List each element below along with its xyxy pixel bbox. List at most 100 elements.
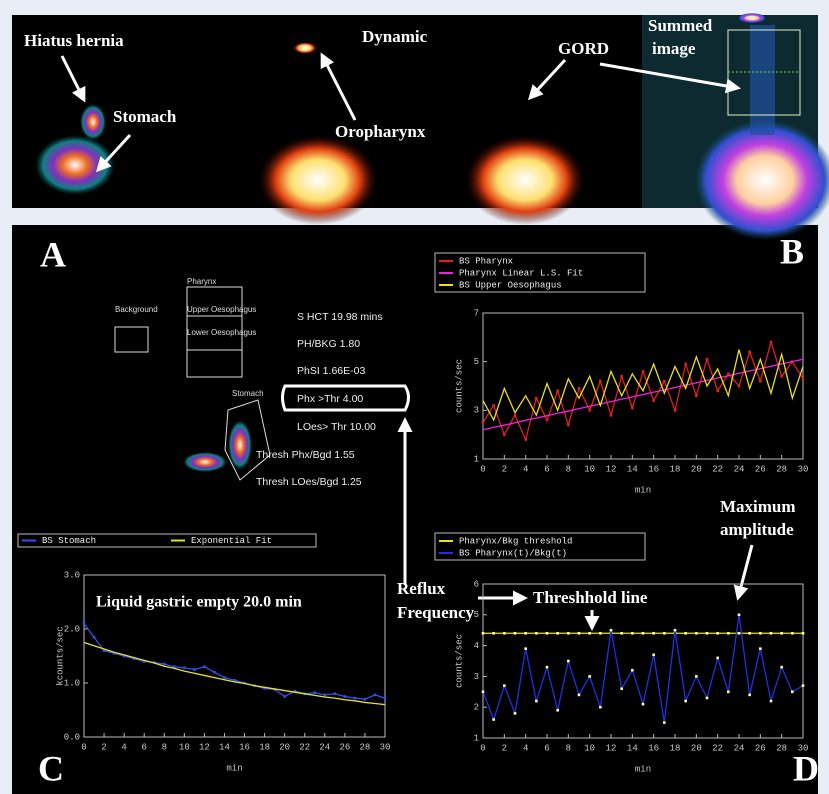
annotation: Frequency bbox=[397, 603, 475, 622]
data-point bbox=[481, 690, 485, 694]
roi-label: Stomach bbox=[232, 389, 264, 398]
y-tick-label: 7 bbox=[474, 308, 479, 318]
x-tick-label: 28 bbox=[776, 743, 787, 753]
x-tick-label: 22 bbox=[299, 742, 310, 752]
plot-frame bbox=[482, 583, 804, 739]
data-point bbox=[769, 340, 773, 344]
data-point bbox=[663, 721, 666, 724]
data-point bbox=[716, 631, 719, 635]
data-point bbox=[748, 693, 751, 697]
data-point bbox=[577, 693, 581, 697]
panel-letter: D bbox=[793, 748, 819, 788]
series-line bbox=[83, 641, 386, 706]
x-tick-label: 6 bbox=[141, 742, 146, 752]
data-point bbox=[705, 631, 709, 635]
data-point bbox=[503, 631, 506, 635]
data-point bbox=[333, 692, 337, 696]
data-point bbox=[535, 631, 538, 635]
annotation: amplitude bbox=[720, 520, 794, 539]
data-point bbox=[142, 660, 146, 663]
roi-label: Upper Oesophagus bbox=[187, 305, 256, 314]
x-tick-label: 10 bbox=[584, 464, 595, 474]
y-axis-label: counts/sec bbox=[454, 359, 464, 413]
y-tick-label: 3 bbox=[474, 672, 479, 682]
data-point bbox=[705, 696, 709, 700]
data-point bbox=[599, 379, 602, 383]
data-point bbox=[481, 631, 485, 635]
x-tick-label: 24 bbox=[734, 743, 745, 753]
scan-blob bbox=[465, 135, 585, 225]
data-point bbox=[293, 689, 296, 693]
data-point bbox=[663, 379, 666, 383]
data-point bbox=[492, 631, 495, 635]
y-tick-label: 5 bbox=[474, 610, 479, 620]
x-tick-label: 16 bbox=[239, 742, 250, 752]
data-point bbox=[567, 631, 570, 635]
panel-letter: B bbox=[780, 231, 804, 271]
plot-frame bbox=[482, 312, 804, 460]
scan-blob bbox=[258, 135, 378, 225]
x-tick-label: 6 bbox=[544, 743, 549, 753]
x-tick-label: 26 bbox=[755, 743, 766, 753]
x-tick-label: 0 bbox=[81, 742, 86, 752]
data-point bbox=[524, 631, 527, 635]
data-point bbox=[503, 433, 506, 436]
data-point bbox=[780, 631, 783, 635]
x-tick-label: 20 bbox=[691, 464, 702, 474]
data-point bbox=[193, 668, 196, 671]
legend-label: BS Pharynx bbox=[459, 256, 513, 266]
y-tick-label: 4 bbox=[474, 641, 479, 651]
data-point bbox=[233, 679, 236, 682]
x-tick-label: 4 bbox=[523, 743, 528, 753]
x-tick-label: 24 bbox=[734, 464, 745, 474]
x-tick-label: 8 bbox=[162, 742, 167, 752]
data-point bbox=[620, 631, 623, 635]
data-point bbox=[748, 631, 751, 635]
label: image bbox=[652, 39, 696, 58]
label: Oropharynx bbox=[335, 122, 426, 141]
scan-blob bbox=[695, 120, 829, 240]
data-point bbox=[577, 387, 581, 390]
data-point bbox=[684, 699, 687, 703]
roi-label: Lower Oesophagus bbox=[187, 328, 256, 337]
data-point bbox=[769, 631, 773, 635]
data-point bbox=[223, 676, 226, 679]
data-point bbox=[492, 718, 495, 721]
data-point bbox=[759, 379, 762, 383]
y-tick-label: 0.0 bbox=[64, 732, 80, 742]
scan-blob bbox=[183, 452, 227, 472]
x-tick-label: 8 bbox=[566, 743, 571, 753]
data-point bbox=[801, 684, 805, 687]
data-point bbox=[652, 631, 655, 635]
data-point bbox=[631, 406, 634, 410]
data-point bbox=[631, 631, 634, 635]
y-tick-label: 6 bbox=[474, 579, 479, 589]
data-point bbox=[513, 413, 517, 417]
data-point bbox=[599, 705, 602, 709]
data-point bbox=[716, 389, 719, 393]
label: Hiatus hernia bbox=[24, 31, 124, 50]
data-point bbox=[112, 652, 116, 655]
data-point bbox=[556, 708, 559, 712]
data-point bbox=[132, 657, 136, 660]
data-point bbox=[513, 712, 517, 715]
x-tick-label: 0 bbox=[480, 743, 485, 753]
annotation: Maximum bbox=[720, 497, 796, 516]
data-point bbox=[263, 687, 266, 690]
data-point bbox=[641, 631, 645, 635]
x-tick-label: 28 bbox=[776, 464, 787, 474]
panel-letter: A bbox=[40, 234, 66, 274]
data-point bbox=[524, 438, 527, 441]
data-point bbox=[567, 423, 570, 427]
y-tick-label: 2 bbox=[474, 703, 479, 713]
data-point bbox=[641, 702, 645, 706]
x-tick-label: 8 bbox=[566, 464, 571, 474]
data-point bbox=[503, 684, 506, 687]
data-point bbox=[162, 662, 166, 666]
data-point bbox=[588, 409, 591, 412]
data-point bbox=[577, 631, 581, 635]
data-point bbox=[323, 693, 327, 697]
x-tick-label: 24 bbox=[319, 742, 330, 752]
data-point bbox=[545, 631, 549, 635]
